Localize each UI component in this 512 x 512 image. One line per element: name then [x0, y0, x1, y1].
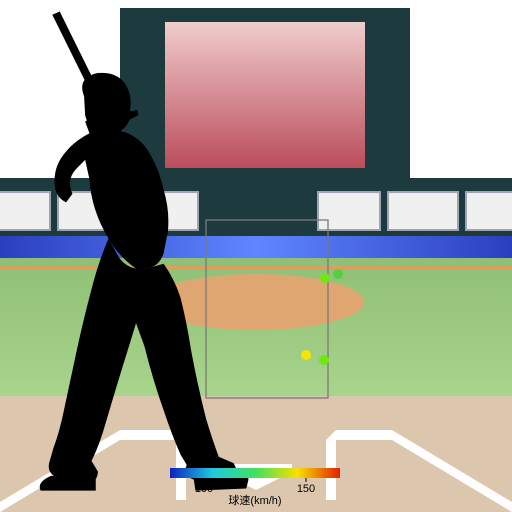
- scoreboard-screen: [165, 22, 365, 168]
- pitch-location-chart: 100 150 球速(km/h): [0, 0, 512, 512]
- legend-tick-label: 100: [195, 483, 213, 495]
- stand-section: [0, 192, 50, 230]
- stand-section: [318, 192, 380, 230]
- legend-tick-label: 150: [297, 483, 315, 495]
- pitch-point: [301, 350, 311, 360]
- plate-line: [120, 430, 176, 440]
- legend-gradient-bar: [170, 468, 340, 478]
- pitch-point: [319, 355, 329, 365]
- legend-title: 球速(km/h): [228, 493, 281, 507]
- stand-section: [466, 192, 512, 230]
- outfield-wall: [0, 236, 512, 258]
- plate-line: [326, 430, 336, 500]
- scoreboard-support: [198, 178, 318, 236]
- plate-line: [336, 430, 392, 440]
- pitch-point: [320, 273, 330, 283]
- stand-section: [388, 192, 458, 230]
- pitch-point: [333, 269, 343, 279]
